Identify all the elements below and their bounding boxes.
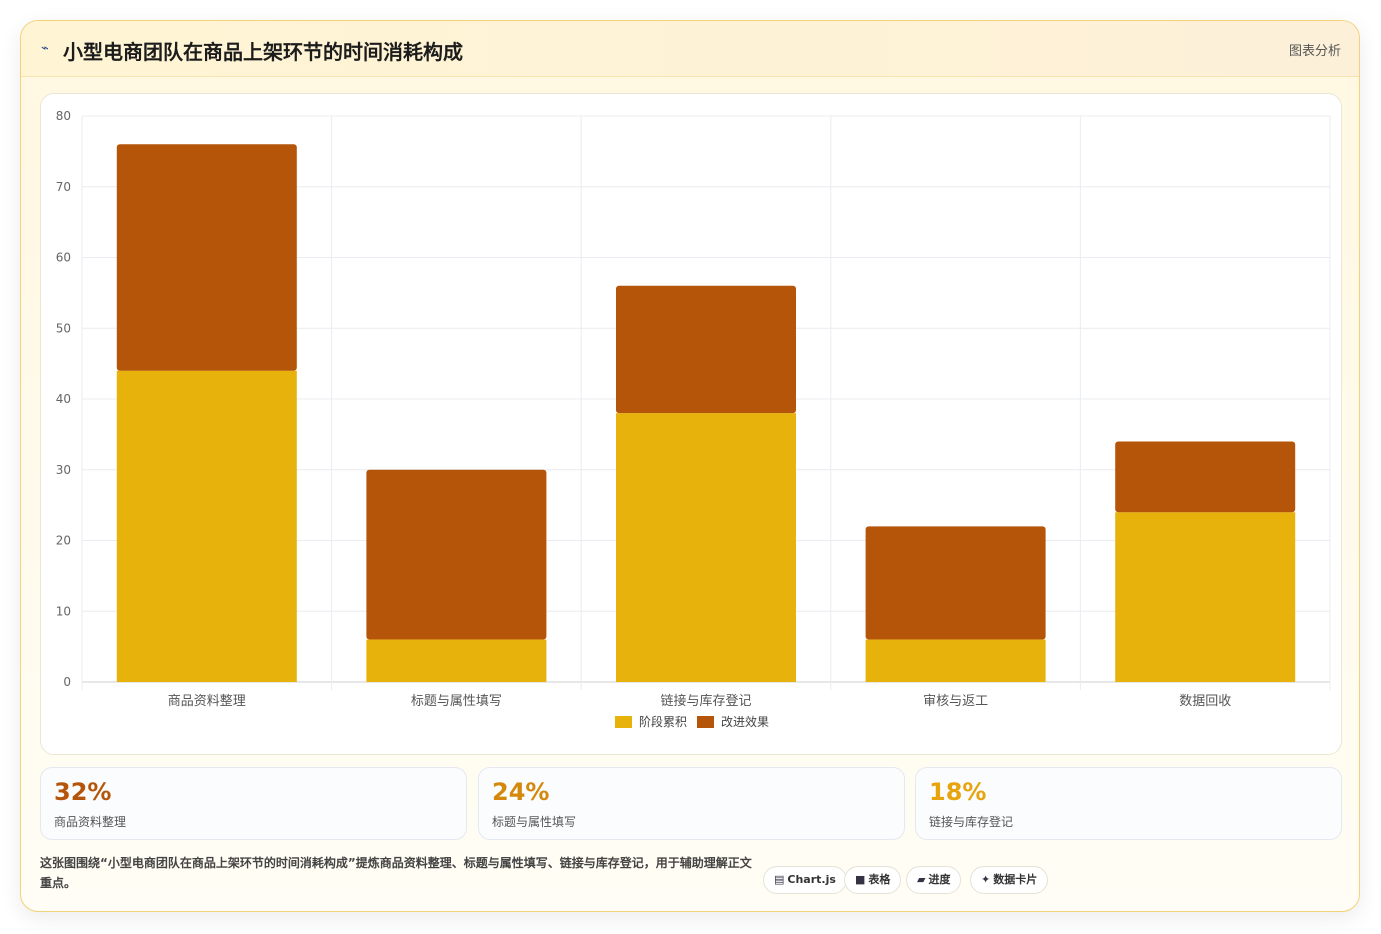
stat-value: 24% — [492, 778, 550, 806]
y-tick-label: 70 — [56, 180, 71, 194]
progress-icon: ▰ — [917, 873, 926, 886]
legend-label: 改进效果 — [721, 714, 769, 729]
x-tick-label: 标题与属性填写 — [411, 694, 502, 709]
y-tick-label: 60 — [56, 251, 71, 265]
y-tick-label: 20 — [56, 534, 71, 548]
stat-card-1: 32% 商品资料整理 — [40, 767, 467, 840]
bar-improve — [865, 526, 1046, 640]
chip-progress[interactable]: ▰ 进度 — [906, 866, 962, 894]
y-tick-label: 50 — [56, 321, 71, 335]
stat-label: 商品资料整理 — [54, 815, 127, 829]
stat-card-2: 24% 标题与属性填写 — [478, 767, 905, 840]
chip-table[interactable]: ■ 表格 — [844, 866, 902, 894]
stat-value: 18% — [929, 778, 987, 806]
y-tick-label: 80 — [56, 109, 71, 123]
y-tick-label: 10 — [56, 604, 71, 618]
bar-stage — [616, 413, 796, 682]
chip-label: Chart.js — [787, 873, 836, 886]
bar-stage — [1115, 512, 1296, 682]
chip-label: 数据卡片 — [993, 873, 1038, 886]
stat-label: 标题与属性填写 — [492, 815, 577, 829]
bar-improve — [116, 144, 297, 371]
bar-improve — [366, 469, 547, 640]
chip-label: 表格 — [868, 873, 891, 886]
chart-title: 小型电商团队在商品上架环节的时间消耗构成 — [63, 40, 463, 64]
table-icon: ■ — [855, 873, 866, 886]
bar-stage — [366, 639, 547, 682]
bar-stage — [116, 370, 297, 682]
x-tick-label: 数据回收 — [1179, 694, 1231, 709]
x-tick-label: 商品资料整理 — [168, 694, 246, 709]
chart-icon: ▤ — [774, 873, 785, 886]
x-tick-label: 审核与返工 — [923, 694, 988, 709]
chip-data-card[interactable]: ✦ 数据卡片 — [970, 866, 1049, 894]
chart-description: 这张图围绕“小型电商团队在商品上架环节的时间消耗构成”提炼商品资料整理、标题与属… — [40, 856, 752, 890]
stat-value: 32% — [54, 778, 112, 806]
legend-label: 阶段累积 — [639, 714, 687, 729]
x-tick-label: 链接与库存登记 — [660, 693, 751, 709]
stat-label: 链接与库存登记 — [929, 815, 1014, 829]
card-header: ⌁ 小型电商团队在商品上架环节的时间消耗构成 图表分析 — [21, 21, 1359, 77]
bar-improve — [616, 285, 796, 414]
chart-card: ⌁ 小型电商团队在商品上架环节的时间消耗构成 图表分析 0 10 20 30 40 50 6… — [20, 20, 1360, 912]
chip-chartjs[interactable]: ▤ Chart.js — [763, 866, 847, 894]
bar-stage — [865, 639, 1046, 682]
chip-label: 进度 — [928, 873, 951, 886]
sparkle-icon: ✦ — [981, 873, 991, 886]
y-tick-label: 40 — [56, 392, 71, 406]
bar-improve — [1115, 441, 1296, 513]
y-tick-label: 30 — [56, 463, 71, 477]
category-tag: 图表分析 — [1288, 44, 1341, 59]
y-tick-label: 0 — [63, 675, 71, 689]
stacked-bar-chart: 0 10 20 30 40 50 60 70 80 商品资料整理 标题与属性填写 链接与库存登记 审核与… — [56, 109, 1331, 729]
chart-line-icon: ⌁ — [41, 41, 49, 56]
chart-area: 0 10 20 30 40 50 60 70 80 商品资料整理 标题与属性填写 链接与库存登记 审核与… — [40, 93, 1342, 755]
legend-swatch — [615, 716, 632, 728]
legend-swatch — [697, 716, 714, 728]
stat-card-3: 18% 链接与库存登记 — [915, 767, 1342, 840]
